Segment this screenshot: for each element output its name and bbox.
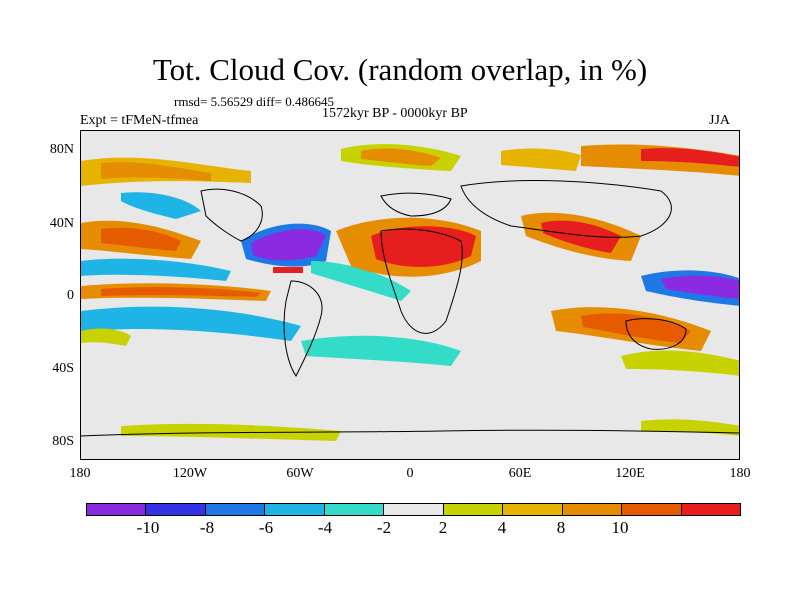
lat-label-80s: 80S [52,434,74,449]
lon-label-180e: 180 [729,466,751,481]
colorbar-label-2: 2 [438,518,448,537]
colorbar-label-8: 8 [556,518,566,537]
colorbar-label-minus10: -10 [136,518,160,537]
colorbar-swatch [145,503,206,516]
lat-label-0: 0 [67,288,74,303]
colorbar-swatch [204,503,266,516]
map-title: Tot. Cloud Cov. (random overlap, in %) [152,52,648,87]
cloud-cover-map [80,130,740,460]
colorbar-swatch [502,503,563,516]
colorbar-swatch [680,503,741,516]
colorbar-swatch [442,503,504,516]
lon-label-120w: 120W [172,466,208,481]
lon-label-0: 0 [406,466,414,481]
colorbar-label-minus4: -4 [317,518,333,537]
period-text: 1572kyr BP - 0000kyr BP [322,106,468,121]
lon-label-180w: 180 [69,466,91,481]
lat-label-80n: 80N [49,142,74,157]
lon-label-60e: 60E [508,466,532,481]
lon-label-60w: 60W [286,466,314,481]
colorbar-label-minus6: -6 [258,518,274,537]
lon-label-120e: 120E [615,466,645,481]
colorbar-swatch [264,503,325,516]
colorbar [86,503,741,516]
colorbar-label-minus2: -2 [376,518,392,537]
colorbar-label-minus8: -8 [199,518,215,537]
season-label: JJA [709,113,731,128]
experiment-label: Expt = tFMeN-tfmea [80,113,199,128]
colorbar-swatch [86,503,147,516]
colorbar-swatch [621,503,682,516]
colorbar-swatch [383,503,444,516]
colorbar-swatch [323,503,385,516]
lat-label-40s: 40S [52,361,74,376]
lat-label-40n: 40N [49,216,74,231]
colorbar-label-10: 10 [611,518,629,537]
colorbar-swatch [561,503,623,516]
stats-text: rmsd= 5.56529 diff= 0.486645 [174,94,334,109]
colorbar-label-4: 4 [497,518,507,537]
